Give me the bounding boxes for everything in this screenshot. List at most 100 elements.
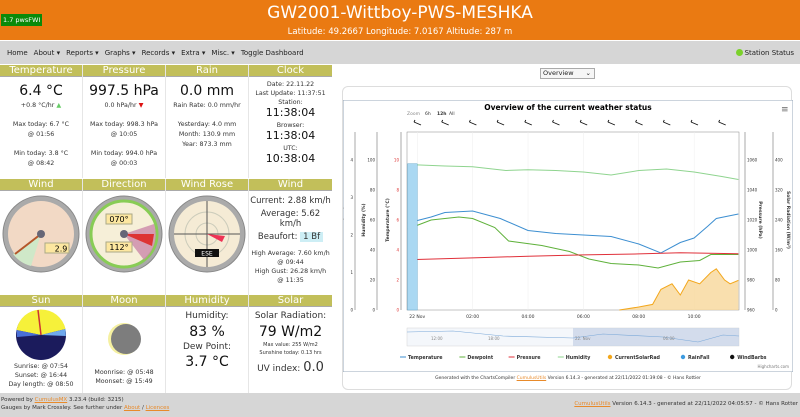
axis-title-temperature: Temperature (°C) — [385, 198, 391, 242]
nav-home[interactable]: Home — [7, 48, 28, 57]
legend-item-dewpoint[interactable]: Dewpoint — [467, 355, 493, 361]
about-link[interactable]: About — [123, 405, 141, 411]
solar-value: 79 W/m2 — [258, 324, 323, 340]
temperature-value: 6.4 °C — [19, 83, 63, 99]
status-dot-icon — [735, 49, 743, 56]
y-tick-pressure: 1040 — [747, 188, 758, 193]
chart-credits[interactable]: Highcharts.com — [758, 364, 790, 369]
moon-panel: Moon Moonrise: @ 05:48 Moonset: @ 15:49 — [83, 295, 166, 393]
sunset-time: Sunset: @ 16:44 — [14, 372, 68, 379]
humidity-panel: Humidity Humidity: 83 % Dew Point: 3.7 °… — [166, 295, 249, 393]
pressure-min: Min today: 994.0 hPa — [90, 150, 158, 157]
y-tick-temperature: 6 — [396, 218, 399, 223]
beaufort-value: 1 Bf — [300, 232, 324, 242]
dewpoint-label: Dew Point: — [182, 342, 232, 352]
panel-title: Clock — [249, 65, 332, 77]
panel-title: Moon — [83, 295, 165, 307]
plot-area: 22 Nov 02:00 04:00 06:00 08:00 10:00 0 1 2 3 4 Rain… — [343, 119, 791, 347]
y-tick-rain: 0 — [350, 308, 353, 313]
uv-value: 0.0 — [303, 360, 324, 375]
footer-version: Version 6.14.3 - generated at 22/11/2022… — [612, 401, 798, 407]
navigator-selection[interactable] — [573, 328, 739, 346]
legend-item-windbarbs[interactable]: WindBarbs — [737, 355, 766, 361]
cumulusmx-link[interactable]: CumulusMX — [34, 397, 68, 403]
site-title: GW2001-Wittboy-PWS-MESHKA — [267, 3, 533, 23]
y-tick-pressure: 1060 — [747, 158, 758, 163]
panel-title: Sun — [0, 295, 82, 307]
cumulusutils-link[interactable]: CumulusUtils — [516, 376, 547, 381]
currentsolarrad-series — [619, 268, 739, 311]
site-header: GW2001-Wittboy-PWS-MESHKA Latitude: 49.2… — [0, 0, 800, 40]
wind-barb — [579, 119, 588, 126]
wind-direction-gauge: 070° 112° — [85, 195, 163, 273]
legend-item-currentsolarrad[interactable]: CurrentSolarRad — [615, 355, 661, 361]
nav-misc[interactable]: Misc. ▾ — [211, 48, 235, 57]
wind-barb — [441, 119, 449, 126]
direction-latest: 070° — [109, 215, 128, 224]
legend-marker — [607, 354, 613, 360]
clock-date: Date: 22.11.22 — [266, 81, 315, 88]
y-tick-humidity: 60 — [370, 218, 376, 223]
moonset-time: Moonset: @ 15:49 — [95, 378, 153, 385]
pressure-panel: Pressure 997.5 hPa 0.0 hPa/hr ▼ Max toda… — [83, 65, 166, 178]
axis-title-rain: Rain (mm) — [343, 207, 345, 233]
axis-title-humidity: Humidity (%) — [361, 203, 367, 236]
pressure-series — [407, 252, 739, 261]
legend-item-rainfall[interactable]: RainFall — [688, 355, 710, 361]
y-tick-temperature: 10 — [394, 158, 400, 163]
temperature-series — [407, 210, 739, 254]
navigator-tick: 06:00 — [663, 336, 675, 341]
temperature-max-time: @ 01:56 — [27, 131, 55, 138]
generated-prefix: Generated with the ChartsCompiler — [435, 376, 516, 381]
direction-gauge-panel: Direction 070° 112° — [83, 179, 166, 295]
humidity-label: Humidity: — [185, 311, 229, 321]
navigator-tick: 12:00 — [431, 336, 443, 341]
temperature-trend: +0.8 °C/hr — [20, 102, 55, 109]
uv-label: UV index: — [257, 364, 301, 374]
trend-down-icon: ▼ — [138, 102, 144, 109]
windrose-readout: ESE — [201, 251, 213, 258]
gauges-credit: Gauges by Mark Crossley. See further und… — [1, 405, 123, 411]
y-tick-humidity: 100 — [367, 158, 375, 163]
rain-rate: Rain Rate: 0.0 mm/hr — [173, 102, 241, 109]
humidity-value: 83 % — [189, 324, 225, 340]
zoom-button-All[interactable]: All — [449, 111, 455, 117]
legend-item-humidity[interactable]: Humidity — [566, 355, 591, 361]
chart-select[interactable]: Overview ⌄ — [540, 68, 595, 79]
y-tick-rain: 4 — [350, 158, 353, 163]
licences-link[interactable]: Licences — [145, 405, 170, 411]
station-status[interactable]: Station Status — [735, 48, 794, 57]
y-tick-temperature: 0 — [396, 308, 399, 313]
pressure-trend: 0.0 hPa/hr — [104, 102, 137, 109]
chart-legend: Temperature Dewpoint Pressure Humidity Curre… — [400, 354, 767, 361]
nav-toggle-dashboard[interactable]: Toggle Dashboard — [240, 48, 304, 57]
nav-extra[interactable]: Extra ▾ — [181, 48, 206, 57]
chart-title: Overview of the current weather status — [484, 103, 652, 112]
nav-records[interactable]: Records ▾ — [141, 48, 176, 57]
navigator-tick: 18:00 — [488, 336, 500, 341]
day-length: Day length: @ 08:50 — [8, 381, 74, 388]
wind-barb — [413, 119, 422, 126]
solar-panel: Solar Solar Radiation: 79 W/m2 Max value… — [249, 295, 332, 393]
wind-high-average-time: @ 09:44 — [277, 259, 304, 266]
rain-value: 0.0 mm — [180, 83, 234, 99]
wind-current: Current: 2.88 km/h — [250, 196, 331, 206]
zoom-button-6h[interactable]: 6h — [425, 111, 431, 117]
panel-title: Rain — [166, 65, 248, 77]
nav-graphs[interactable]: Graphs ▾ — [104, 48, 136, 57]
nav-reports[interactable]: Reports ▾ — [66, 48, 99, 57]
nav-about[interactable]: About ▾ — [33, 48, 61, 57]
y-tick-temperature: 2 — [396, 278, 399, 283]
axis-title-solar: Solar Radiation (W/m²) — [785, 191, 791, 249]
wind-panel: Wind Current: 2.88 km/h Average: 5.62 km… — [249, 179, 332, 295]
chart-menu-icon[interactable]: ≡ — [781, 105, 789, 115]
pressure-max-time: @ 10:05 — [110, 131, 138, 138]
sun-panel: Sun Sunrise: @ 07:54 Sunset: @ 16:44 Day… — [0, 295, 83, 393]
cumulusutils-footer-link[interactable]: CumulusUtils — [574, 401, 611, 407]
zoom-button-12h[interactable]: 12h — [437, 111, 446, 117]
y-tick-rain: 2 — [350, 233, 353, 238]
legend-item-pressure[interactable]: Pressure — [517, 355, 542, 361]
legend-item-temperature[interactable]: Temperature — [408, 355, 443, 361]
fwi-badge[interactable]: 1.7 pwsFWI — [1, 14, 43, 26]
station-status-label: Station Status — [744, 48, 794, 57]
